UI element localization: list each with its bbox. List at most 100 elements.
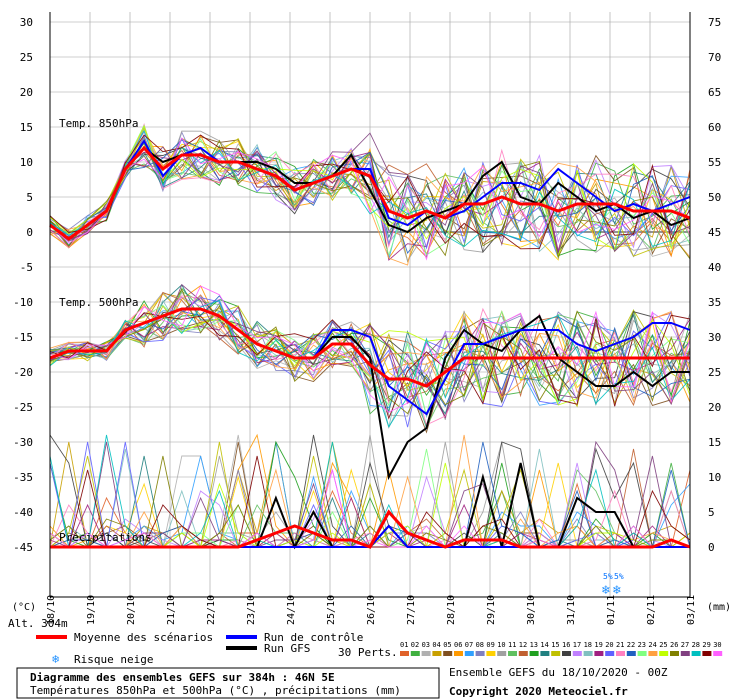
perturbation-swatch (486, 651, 496, 656)
left-tick-label: -20 (13, 366, 33, 379)
perturbation-swatch (626, 651, 636, 656)
perturbation-number: 07 (465, 641, 473, 649)
perturbation-number: 01 (400, 641, 408, 649)
legend-mean-label: Moyenne des scénarios (74, 631, 213, 644)
perturbation-number: 19 (594, 641, 602, 649)
right-tick-label: 30 (708, 331, 721, 344)
snow-risk-label: 5% (614, 572, 624, 581)
perturbation-swatch (583, 651, 593, 656)
perturbation-swatch (421, 651, 431, 656)
main-series (49, 139, 691, 550)
perturbation-line (49, 288, 691, 415)
x-tick-label: 19/10 (86, 595, 97, 625)
right-tick-label: 5 (708, 506, 715, 519)
t500-panel-label: Temp. 500hPa (59, 296, 138, 309)
x-tick-label: 27/10 (406, 595, 417, 625)
x-tick-label: 31/10 (566, 595, 577, 625)
snowflake-icon: ❄ (52, 652, 59, 666)
perturbation-swatch (410, 651, 420, 656)
x-tick-label: 02/11 (646, 595, 657, 625)
snow-risk-marker: 5% 5% ❄ ❄ (601, 572, 624, 598)
perturbation-number: 22 (627, 641, 635, 649)
perturbation-swatch (670, 651, 679, 656)
perturbation-line (49, 455, 691, 548)
perturbation-number: 04 (432, 641, 440, 649)
right-tick-label: 70 (708, 51, 721, 64)
perturbation-number: 05 (443, 641, 451, 649)
x-tick-label: 01/11 (606, 595, 617, 625)
right-tick-label: 45 (708, 226, 721, 239)
axes: 18/10 19/10 20/10 21/10 22/10 23/10 24/10 25/10… (13, 12, 721, 625)
perturbation-number: 14 (540, 641, 548, 649)
legend-perts-label: 30 Perts. (338, 646, 398, 659)
left-tick-label: -30 (13, 436, 33, 449)
perturbation-swatch (529, 651, 539, 656)
legend-gfs-label: Run GFS (264, 642, 310, 655)
footer-ensemble: Ensemble GEFS du 18/10/2020 - 00Z (449, 666, 668, 679)
perturbation-swatch (691, 651, 701, 656)
perturbation-swatch (616, 651, 625, 656)
series-line (49, 307, 690, 388)
perturbation-swatch (508, 651, 517, 656)
right-tick-label: 10 (708, 471, 721, 484)
perturbation-number: 02 (411, 641, 419, 649)
right-tick-label: 65 (708, 86, 721, 99)
t850-panel-label: Temp. 850hPa (59, 117, 138, 130)
perturbation-swatch (432, 651, 442, 656)
perturbation-number: 23 (638, 641, 646, 649)
perturbation-line (49, 297, 691, 418)
perturbation-number: 29 (702, 641, 710, 649)
series-line (49, 146, 691, 241)
footer-subtitle: Températures 850hPa et 500hPa (°C) , pré… (30, 684, 401, 697)
right-tick-label: 60 (708, 121, 721, 134)
perturbation-number: 03 (422, 641, 430, 649)
right-tick-label: 75 (708, 16, 721, 29)
series-line (50, 509, 691, 549)
right-tick-label: 0 (708, 541, 715, 554)
perturbation-swatch (464, 651, 474, 656)
perturbation-number: 13 (530, 641, 538, 649)
right-tick-label: 55 (708, 156, 721, 169)
left-tick-label: -25 (13, 401, 33, 414)
perturbation-number: 27 (681, 641, 689, 649)
right-tick-label: 40 (708, 261, 721, 274)
perturbation-swatch (594, 651, 604, 656)
x-tick-label: 21/10 (166, 595, 177, 625)
perturbation-number: 12 (519, 641, 527, 649)
perturbation-line (49, 126, 691, 260)
perturbation-line (49, 283, 691, 406)
perturbation-swatch (400, 651, 409, 656)
perturbation-number: 06 (454, 641, 462, 649)
perturbation-number: 20 (605, 641, 613, 649)
perturbation-swatch (680, 651, 690, 656)
left-tick-label: 30 (20, 16, 33, 29)
x-tick-label: 18/10 (46, 595, 57, 625)
left-tick-label: -35 (13, 471, 33, 484)
perturbation-swatch (605, 651, 615, 656)
right-tick-label: 35 (708, 296, 721, 309)
snowflake-icon: ❄ (601, 583, 610, 598)
perturbation-swatch (702, 651, 712, 656)
perturbation-swatch (518, 651, 528, 656)
right-tick-label: 15 (708, 436, 721, 449)
perturbation-line (49, 311, 691, 403)
footer-box (16, 667, 440, 699)
perturbation-number: 11 (508, 641, 516, 649)
perturbation-number: 08 (476, 641, 484, 649)
left-tick-label: 0 (26, 226, 33, 239)
left-tick-label: -15 (13, 331, 33, 344)
perturbation-number: 28 (692, 641, 700, 649)
x-tick-label: 23/10 (246, 595, 257, 625)
series-line (49, 139, 691, 241)
perturbation-swatch (475, 651, 485, 656)
left-tick-label: 10 (20, 156, 33, 169)
perturbation-swatch (572, 651, 582, 656)
left-tick-label: 15 (20, 121, 33, 134)
perturbation-number: 24 (648, 641, 656, 649)
x-tick-label: 24/10 (286, 595, 297, 625)
legend-control-label: Run de contrôle (264, 631, 363, 644)
perturbation-line (49, 306, 691, 419)
perturbation-swatch (637, 651, 647, 656)
perturbation-number: 09 (486, 641, 494, 649)
